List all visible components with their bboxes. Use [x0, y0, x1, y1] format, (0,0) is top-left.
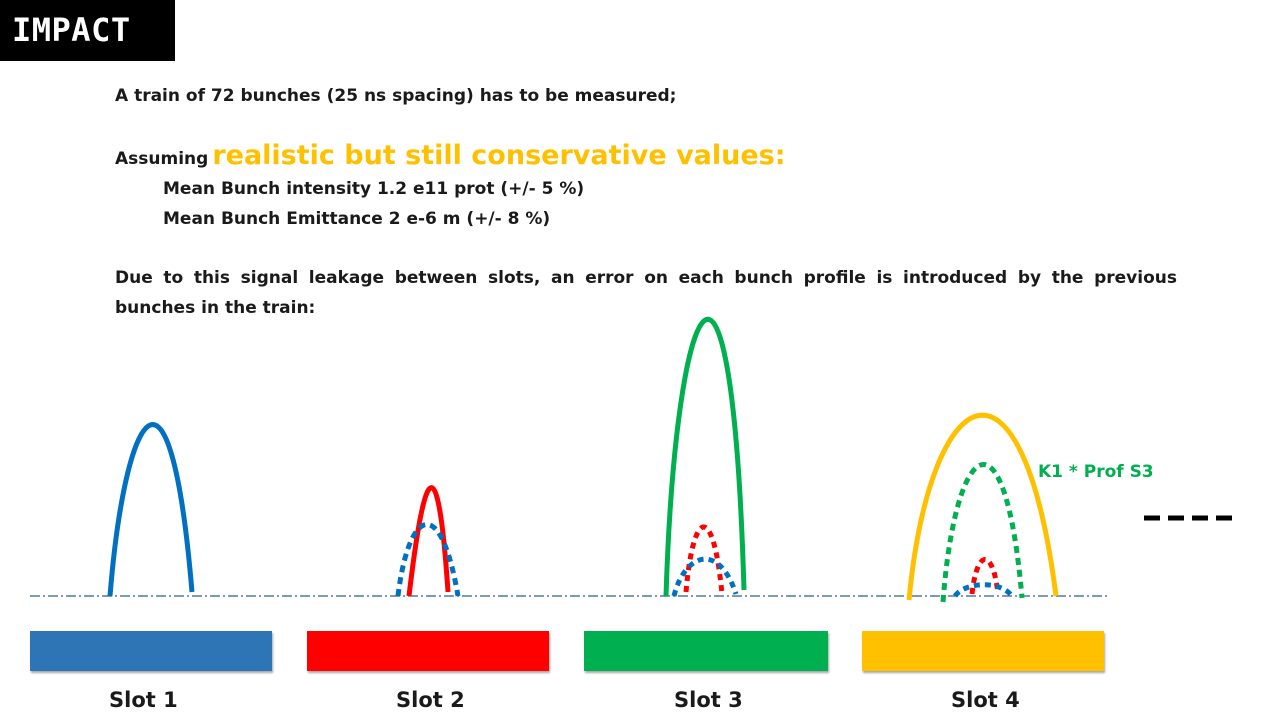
slot4-profile [906, 412, 1059, 601]
slot-label-2: Slot 2 [396, 688, 465, 712]
slot2-leakage-s1 [395, 522, 461, 597]
slot-bar-3 [584, 631, 828, 671]
emittance-line: Mean Bunch Emittance 2 e-6 m (+/- 8 %) [163, 209, 551, 229]
intensity-line: Mean Bunch intensity 1.2 e11 prot (+/- 5… [163, 179, 585, 199]
slot4-leakage-s3 [940, 462, 1025, 603]
slot-label-3: Slot 3 [674, 688, 743, 712]
slot4-leakage-s2 [969, 557, 1001, 595]
slot3-profile [663, 317, 747, 597]
leakage-paragraph: Due to this signal leakage between slots… [115, 268, 1177, 318]
slot-label-1: Slot 1 [109, 688, 178, 712]
slot-bar-1 [30, 631, 272, 671]
slot1-profile [107, 422, 195, 597]
intro-line: A train of 72 bunches (25 ns spacing) ha… [115, 86, 677, 106]
k1-annotation: K1 * Prof S3 [1038, 462, 1154, 482]
slot3-leakage-s1 [671, 556, 739, 597]
slot-bar-4 [862, 631, 1104, 671]
slot-bar-2 [307, 631, 549, 671]
slot4-leakage-s1 [952, 582, 1014, 598]
page-title: IMPACT [0, 0, 175, 61]
assuming-highlight: realistic but still conservative values: [212, 140, 786, 171]
slot2-profile [406, 485, 451, 597]
slot3-leakage-s2 [683, 524, 725, 595]
slot-label-4: Slot 4 [951, 688, 1020, 712]
assuming-label: Assuming [115, 149, 209, 169]
assuming-line: Assuming realistic but still conservativ… [115, 140, 786, 171]
